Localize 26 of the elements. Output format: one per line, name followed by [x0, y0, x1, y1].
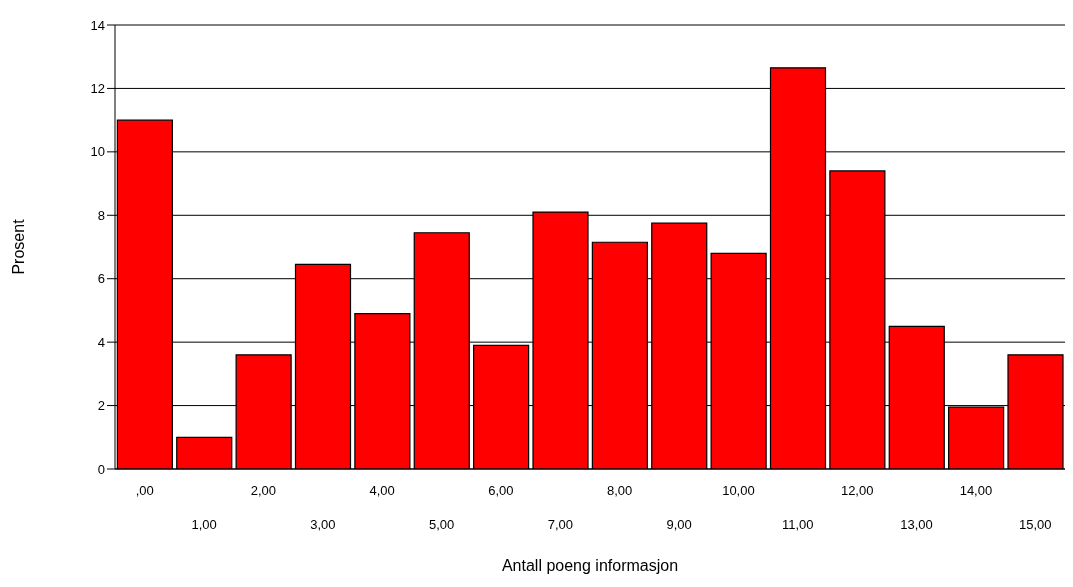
- x-tick-label: 2,00: [250, 483, 277, 498]
- y-tick-label: 8: [97, 207, 105, 223]
- x-tick-label: ,00: [135, 483, 154, 498]
- y-tick-label: 12: [90, 81, 105, 97]
- y-tick-label: 2: [97, 398, 105, 414]
- x-tick-label: 3,00: [310, 517, 336, 532]
- x-tick-label: 1,00: [191, 517, 217, 532]
- x-tick-label: 13,00: [900, 517, 933, 532]
- x-tick-label: 6,00: [488, 483, 514, 498]
- y-axis-title: Prosent: [9, 218, 27, 275]
- y-tick-label: 0: [97, 461, 105, 477]
- x-tick-label: 4,00: [369, 483, 395, 498]
- y-tick-label: 10: [90, 144, 105, 160]
- x-tick-label: 14,00: [959, 483, 993, 498]
- x-tick-label: 5,00: [428, 517, 455, 532]
- y-tick-label: 6: [97, 271, 105, 287]
- x-tick-label: 10,00: [722, 483, 755, 498]
- y-tick-label: 14: [90, 17, 105, 33]
- x-tick-label: 9,00: [666, 517, 692, 532]
- x-tick-label: 15,00: [1019, 517, 1052, 532]
- x-tick-label: 8,00: [607, 483, 633, 498]
- x-axis-title: Antall poeng informasjon: [501, 557, 679, 574]
- y-tick-label: 4: [97, 334, 105, 350]
- x-tick-label: 12,00: [840, 483, 874, 498]
- x-tick-label: 11,00: [782, 517, 814, 532]
- x-tick-label: 7,00: [547, 517, 573, 532]
